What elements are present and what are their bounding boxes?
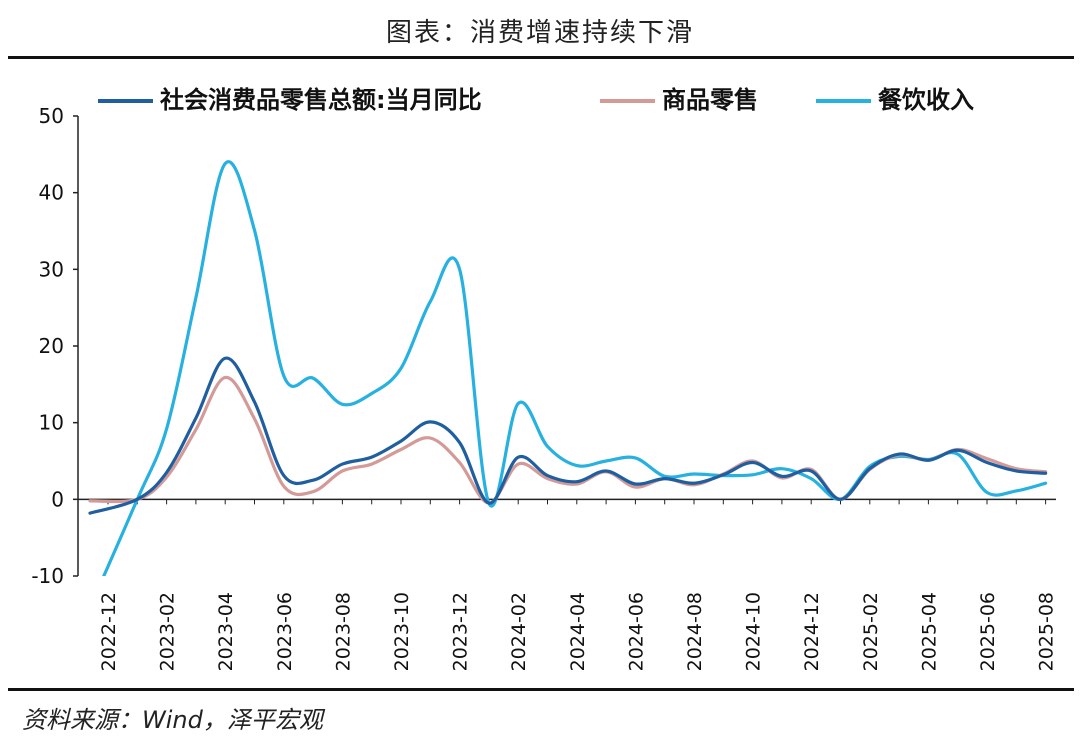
source-note: 资料来源：Wind，泽平宏观 (22, 706, 323, 734)
x-tick-label: 2022-12 (98, 592, 120, 671)
series-line-2 (102, 160, 1048, 576)
x-tick-label: 2024-12 (801, 592, 823, 671)
x-tick-label: 2023-06 (274, 592, 296, 671)
x-tick-label: 2024-06 (625, 592, 647, 671)
y-tick-label: 30 (39, 257, 64, 281)
x-tick-label: 2024-08 (684, 592, 706, 671)
legend: 社会消费品零售总额:当月同比 商品零售 餐饮收入 (98, 86, 974, 114)
series-lines (88, 160, 1048, 576)
y-tick-label: 10 (39, 411, 64, 435)
legend-label-1: 商品零售 (662, 86, 758, 114)
x-tick-label: 2024-10 (743, 592, 765, 671)
chart-title: 图表：消费增速持续下滑 (385, 18, 694, 48)
x-tick-label: 2025-08 (1036, 592, 1058, 671)
x-tick-label: 2023-02 (157, 592, 179, 671)
y-tick-label: 20 (39, 334, 64, 358)
top-rule (8, 56, 1074, 59)
x-tick-label: 2023-08 (332, 592, 354, 671)
x-tick-label: 2024-02 (508, 592, 530, 671)
y-tick-label: -10 (31, 564, 64, 588)
series-line-0 (88, 356, 1048, 515)
series-line-1 (88, 375, 1048, 505)
x-tick-label: 2023-04 (215, 592, 237, 671)
y-tick-label: 0 (51, 487, 64, 511)
x-tick-label: 2025-02 (860, 592, 882, 671)
x-tick-label: 2025-06 (977, 592, 999, 671)
axes: -10 0 10 20 30 40 50 2022-12 2023-02 2023-04 2023-… (31, 104, 1057, 671)
legend-label-2: 餐饮收入 (878, 86, 974, 114)
y-tick-label: 40 (39, 181, 64, 205)
bottom-rule (8, 688, 1074, 691)
x-tick-label: 2023-12 (450, 592, 472, 671)
x-tick-label: 2023-10 (391, 592, 413, 671)
y-tick-label: 50 (39, 104, 64, 128)
x-tick-label: 2025-04 (918, 592, 940, 671)
x-tick-label: 2024-04 (567, 592, 589, 671)
legend-label-0: 社会消费品零售总额:当月同比 (160, 86, 482, 114)
line-chart: -10 0 10 20 30 40 50 2022-12 2023-02 2023-04 2023-… (31, 86, 1057, 671)
